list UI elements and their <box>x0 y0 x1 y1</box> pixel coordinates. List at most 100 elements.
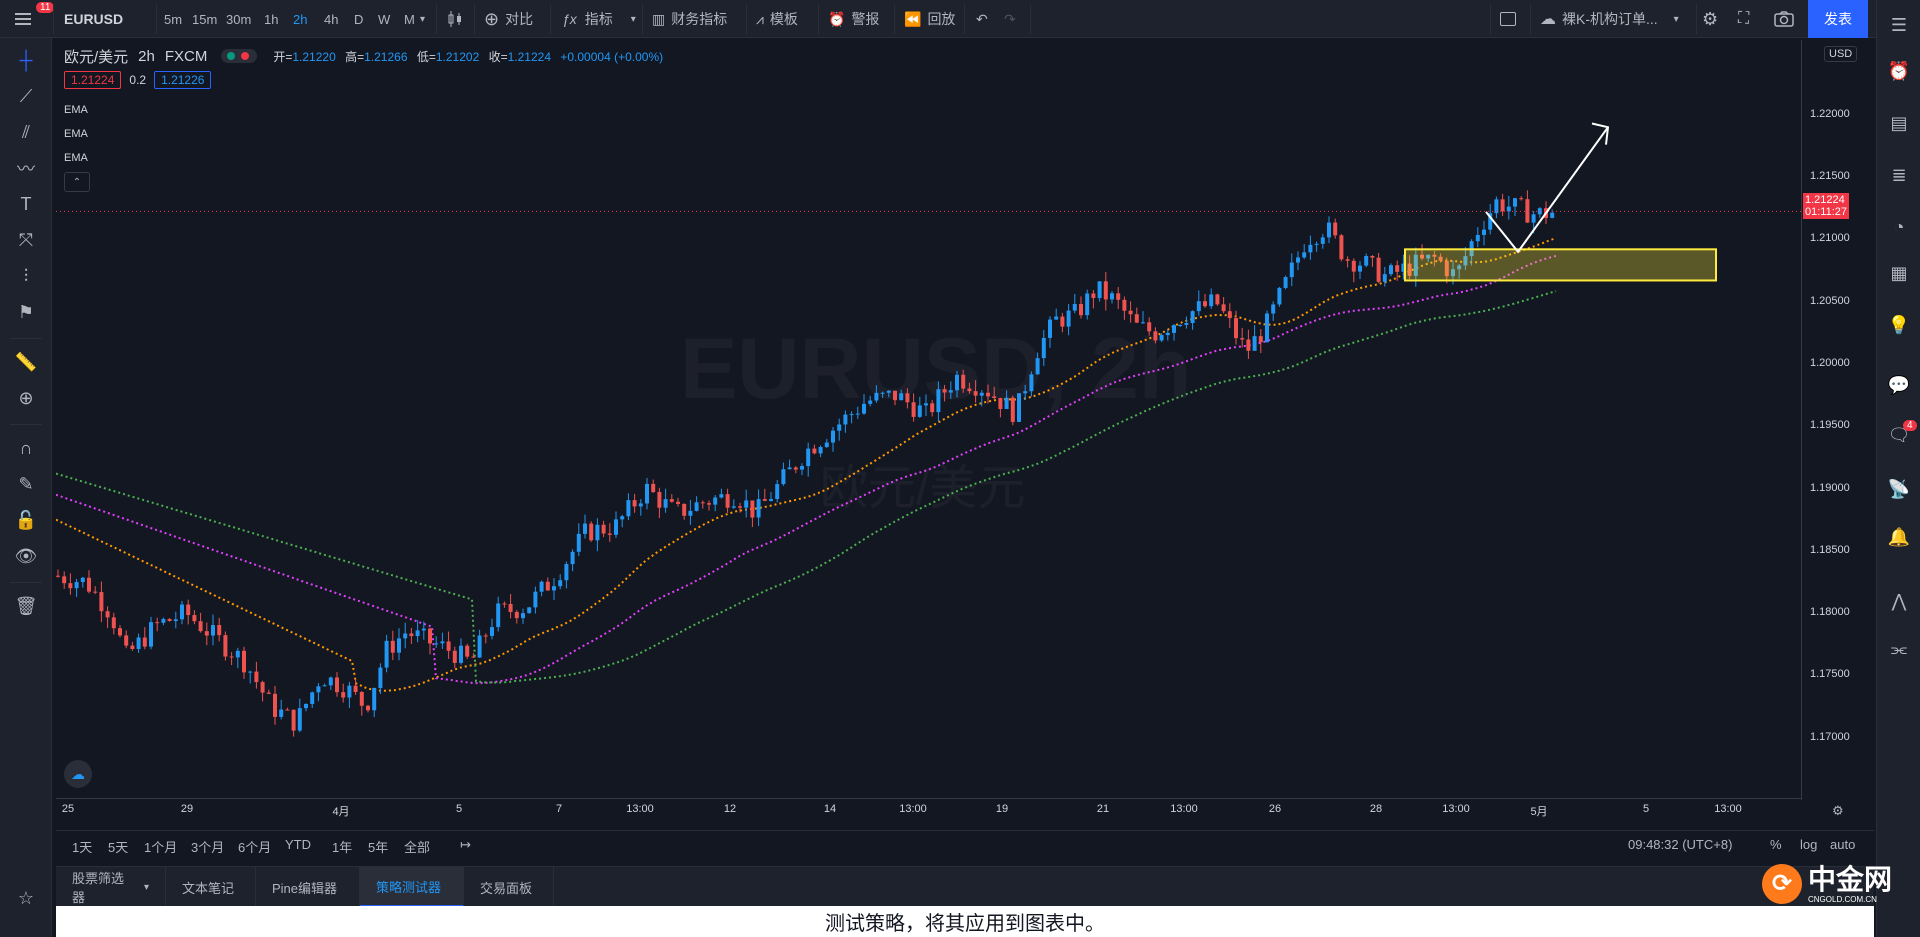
replay-button[interactable]: ⏪ 回放 <box>904 0 955 38</box>
interval-dropdown-icon[interactable]: ▾ <box>420 13 426 25</box>
market-button[interactable]: ⋀ <box>1883 586 1915 616</box>
hotlist-button[interactable]: ≣ <box>1883 160 1915 190</box>
range-3个月[interactable]: 3个月 <box>191 840 225 855</box>
forecast-tool[interactable]: ⤧ <box>10 226 42 254</box>
candle-body <box>266 692 271 694</box>
log-toggle[interactable]: log <box>1800 837 1818 852</box>
candle-body <box>638 503 643 507</box>
sell-button[interactable]: 1.21224 <box>64 71 122 89</box>
position-tool[interactable]: ⫶ <box>10 262 42 290</box>
interval-M[interactable]: M <box>404 11 415 27</box>
legend-title[interactable]: 欧元/美元 <box>64 48 129 66</box>
chart-cloud-button[interactable]: ☁ <box>64 760 92 788</box>
alerts-button[interactable]: ⏰ <box>1883 56 1915 86</box>
range-5年[interactable]: 5年 <box>368 840 389 855</box>
tab-文本笔记[interactable]: 文本笔记 <box>166 867 256 907</box>
crosshair-tool[interactable]: ┼ <box>10 46 42 74</box>
tab-策略测试器[interactable]: 策略测试器 <box>360 867 464 907</box>
candle-body <box>893 390 897 401</box>
text-tool[interactable]: T <box>10 190 42 218</box>
time-scale[interactable]: 25 29 4月 5 7 13:00 12 14 13:00 19 21 13:00 26 28 13:00… <box>56 798 1844 822</box>
fullscreen-button[interactable]: ⛶ <box>1738 0 1749 38</box>
chart-pane[interactable]: EURUSD, 2h 欧元/美元 ☁ <box>56 40 1801 800</box>
chart-type-button[interactable] <box>446 0 464 38</box>
menu-button[interactable]: 11 <box>12 0 55 38</box>
candle-body <box>1085 293 1090 316</box>
tab-交易面板[interactable]: 交易面板 <box>464 867 554 907</box>
support-zone-rectangle[interactable] <box>1404 248 1717 282</box>
drawing-templates-button[interactable]: ⫘ <box>1883 634 1915 664</box>
compare-button[interactable]: ⊕ 对比 <box>484 0 533 38</box>
interval-2h[interactable]: 2h <box>293 11 308 27</box>
alert-button[interactable]: ⏰ 警报 <box>828 0 879 38</box>
range-5天[interactable]: 5天 <box>108 840 129 855</box>
indicator-ema-2[interactable]: EMA <box>64 128 88 140</box>
layout-save-button[interactable]: ☁ 裸K-机构订单... ▾ <box>1540 0 1679 38</box>
interval-W[interactable]: W <box>378 11 391 27</box>
clock-time[interactable]: 09:48:32 (UTC+8) <box>1628 837 1733 852</box>
candle-body <box>1072 303 1077 311</box>
fib-tool[interactable]: ⫽ <box>10 118 42 146</box>
icons-tool[interactable]: ⚑ <box>10 298 42 326</box>
layout-toggle-button[interactable] <box>1500 0 1516 38</box>
hide-tool[interactable]: 👁 <box>10 542 42 570</box>
indicator-ema-1[interactable]: EMA <box>64 104 88 116</box>
interval-30m[interactable]: 30m <box>226 11 252 27</box>
magnet-tool[interactable]: ∩ <box>10 434 42 462</box>
pattern-tool[interactable]: 〰 <box>10 154 42 182</box>
streams-button[interactable]: 📡 <box>1883 474 1915 504</box>
range-1个月[interactable]: 1个月 <box>144 840 178 855</box>
snapshot-button[interactable] <box>1774 0 1794 38</box>
data-window-button[interactable]: ▤ <box>1883 108 1915 138</box>
settings-button[interactable]: ⚙ <box>1702 0 1718 38</box>
goto-date-icon[interactable]: ↦ <box>460 837 471 852</box>
range-1年[interactable]: 1年 <box>332 840 353 855</box>
interval-15m[interactable]: 15m <box>192 11 218 27</box>
projection-arrow[interactable] <box>1485 126 1609 254</box>
currency-label[interactable]: USD <box>1824 46 1858 62</box>
indicators-button[interactable]: ƒx 指标 ▾ <box>562 0 636 38</box>
stay-drawing-tool[interactable]: ✎ <box>10 470 42 498</box>
tab-Pine编辑器[interactable]: Pine编辑器 <box>256 867 360 907</box>
percent-toggle[interactable]: % <box>1770 837 1782 852</box>
notifications-button[interactable]: 🔔 <box>1883 522 1915 552</box>
interval-4h[interactable]: 4h <box>324 11 339 27</box>
indicator-ema-3[interactable]: EMA <box>64 152 88 164</box>
price-chart[interactable]: ☁ <box>56 40 1801 800</box>
redo-button[interactable]: ↷ <box>1004 0 1016 38</box>
templates-button[interactable]: ⩘ 模板 <box>756 0 798 38</box>
ideas-button[interactable]: 💡 <box>1883 310 1915 340</box>
range-全部[interactable]: 全部 <box>404 840 431 855</box>
calendar-button[interactable]: ▦ <box>1883 258 1915 288</box>
range-1天[interactable]: 1天 <box>72 840 93 855</box>
lock-tool[interactable]: 🔓 <box>10 506 42 534</box>
messages-button[interactable]: 🗨 4 <box>1883 420 1917 450</box>
auto-toggle[interactable]: auto <box>1830 837 1856 852</box>
collapse-legend-button[interactable]: ⌃ <box>64 172 90 192</box>
financials-button[interactable]: ▥ 财务指标 <box>652 0 727 38</box>
buy-button[interactable]: 1.21226 <box>154 71 212 89</box>
zoom-tool[interactable]: ⊕ <box>10 384 42 412</box>
market-status-toggle[interactable] <box>221 49 258 63</box>
ruler-tool[interactable]: 📏 <box>10 348 42 376</box>
interval-1h[interactable]: 1h <box>264 11 279 27</box>
remove-tool[interactable]: 🗑 <box>10 592 42 620</box>
screener-button[interactable]: ◔ <box>1883 212 1915 242</box>
favorites-tool[interactable]: ☆ <box>10 884 42 912</box>
watchlist-button[interactable]: ☰ <box>1883 10 1915 40</box>
symbol-search[interactable]: EURUSD <box>64 11 124 27</box>
trendline-tool[interactable]: ⟋ <box>10 82 42 110</box>
publish-button[interactable]: 发表 <box>1808 0 1868 38</box>
undo-button[interactable]: ↶ <box>976 0 988 38</box>
range-YTD[interactable]: YTD <box>285 837 311 852</box>
tab-股票筛选器[interactable]: 股票筛选器 ▾ <box>56 867 166 907</box>
candle-body <box>260 682 265 693</box>
chat-button[interactable]: 💬 <box>1883 370 1915 400</box>
interval-5m[interactable]: 5m <box>164 11 183 27</box>
range-6个月[interactable]: 6个月 <box>238 840 272 855</box>
interval-D[interactable]: D <box>354 11 364 27</box>
candle-body <box>651 483 656 493</box>
scale-settings-icon[interactable]: ⚙ <box>1832 803 1844 818</box>
market-icon: ⋀ <box>1891 590 1907 611</box>
price-scale[interactable]: USD 1.22000 1.21500 1.21000 1.20500 1.20000 1… <box>1801 40 1874 800</box>
